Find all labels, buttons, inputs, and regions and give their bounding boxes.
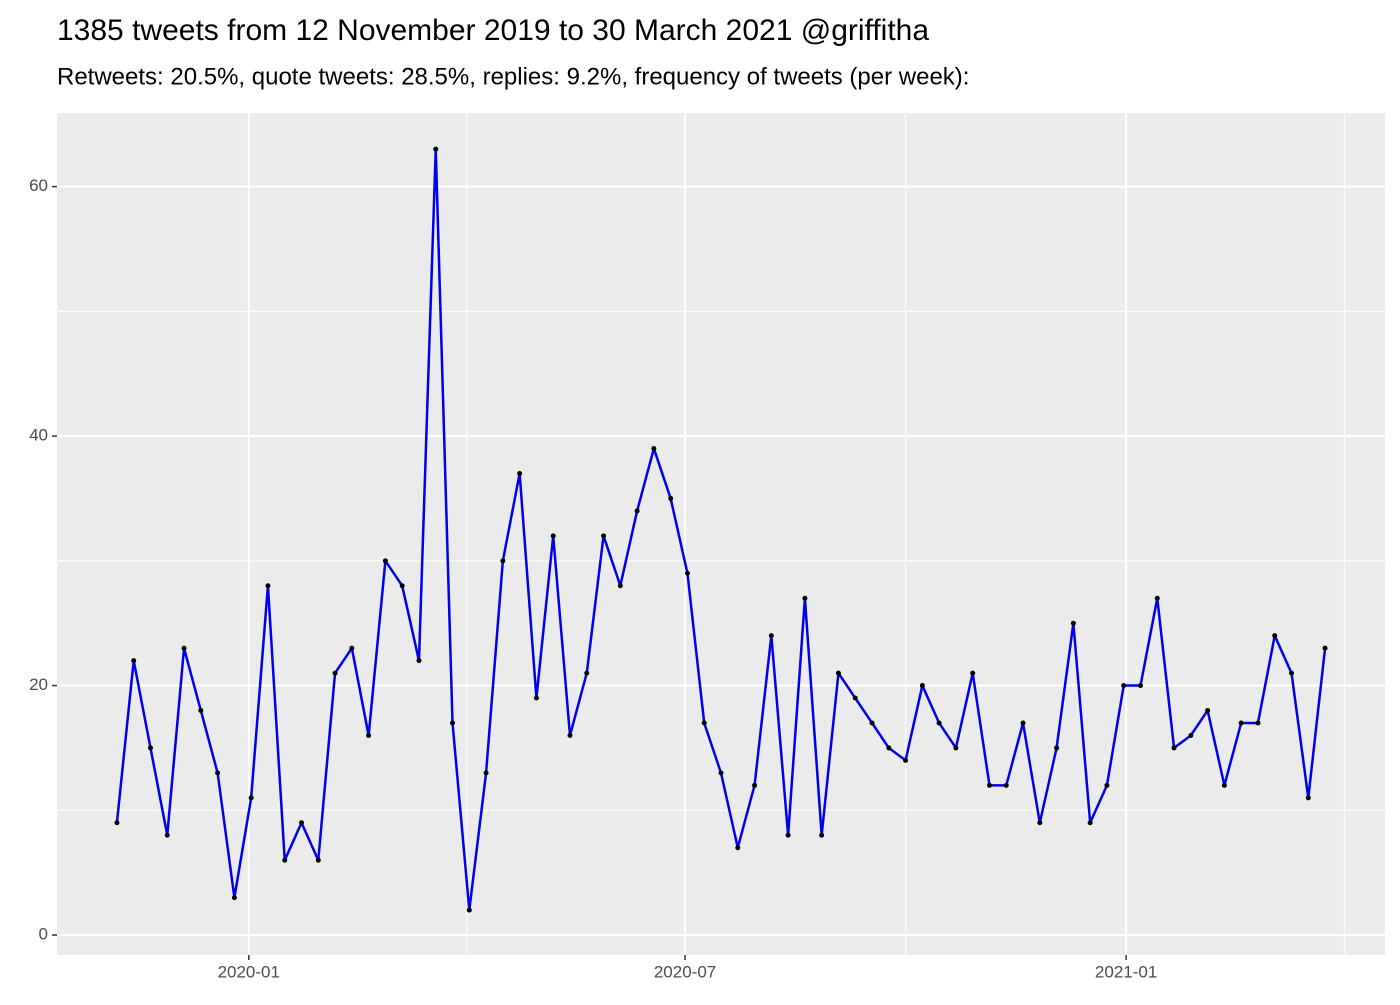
point — [1154, 595, 1160, 601]
point — [919, 683, 925, 689]
chart-title: 1385 tweets from 12 November 2019 to 30 … — [57, 14, 929, 47]
point — [1104, 782, 1110, 788]
plot-background — [57, 113, 1385, 955]
point — [1289, 670, 1295, 676]
point — [382, 558, 388, 564]
point — [601, 533, 607, 539]
point — [416, 658, 422, 664]
point — [399, 583, 405, 589]
point — [1221, 782, 1227, 788]
point — [131, 658, 137, 664]
point — [1070, 620, 1076, 626]
point — [953, 745, 959, 751]
point — [903, 757, 909, 763]
point — [466, 907, 472, 913]
x-tick-label: 2020-07 — [654, 962, 716, 981]
y-tick-label: 40 — [29, 426, 48, 445]
point — [634, 508, 640, 514]
point — [550, 533, 556, 539]
point — [147, 745, 153, 751]
point — [315, 857, 321, 863]
point — [684, 570, 690, 576]
point — [617, 583, 623, 589]
point — [986, 782, 992, 788]
chart-subtitle: Retweets: 20.5%, quote tweets: 28.5%, re… — [57, 63, 969, 90]
point — [1020, 720, 1026, 726]
point — [483, 770, 489, 776]
point — [1188, 732, 1194, 738]
point — [768, 633, 774, 639]
point — [1054, 745, 1060, 751]
point — [785, 832, 791, 838]
point — [1238, 720, 1244, 726]
point — [198, 708, 204, 714]
point — [533, 695, 539, 701]
point — [248, 795, 254, 801]
x-tick-label: 2021-01 — [1095, 962, 1157, 981]
point — [651, 446, 657, 452]
point — [349, 645, 355, 651]
point — [1305, 795, 1311, 801]
point — [735, 845, 741, 851]
point — [517, 471, 523, 477]
point — [1255, 720, 1261, 726]
y-tick-label: 0 — [39, 925, 48, 944]
point — [1322, 645, 1328, 651]
point — [584, 670, 590, 676]
point — [819, 832, 825, 838]
point — [936, 720, 942, 726]
point — [567, 732, 573, 738]
point — [1003, 782, 1009, 788]
point — [1037, 820, 1043, 826]
point — [366, 732, 372, 738]
point — [164, 832, 170, 838]
point — [282, 857, 288, 863]
point — [1087, 820, 1093, 826]
point — [869, 720, 875, 726]
point — [1205, 708, 1211, 714]
point — [668, 495, 674, 501]
y-tick-label: 60 — [29, 176, 48, 195]
point — [802, 595, 808, 601]
point — [718, 770, 724, 776]
x-tick-label: 2020-01 — [218, 962, 280, 981]
y-tick-label: 20 — [29, 675, 48, 694]
point — [886, 745, 892, 751]
point — [181, 645, 187, 651]
point — [450, 720, 456, 726]
point — [433, 146, 439, 152]
point — [835, 670, 841, 676]
point — [752, 782, 758, 788]
point — [114, 820, 120, 826]
point — [299, 820, 305, 826]
point — [265, 583, 271, 589]
point — [701, 720, 707, 726]
point — [500, 558, 506, 564]
point — [1272, 633, 1278, 639]
point — [1121, 683, 1127, 689]
point — [215, 770, 221, 776]
point — [970, 670, 976, 676]
point — [332, 670, 338, 676]
point — [231, 895, 237, 901]
point — [852, 695, 858, 701]
point — [1137, 683, 1143, 689]
point — [1171, 745, 1177, 751]
